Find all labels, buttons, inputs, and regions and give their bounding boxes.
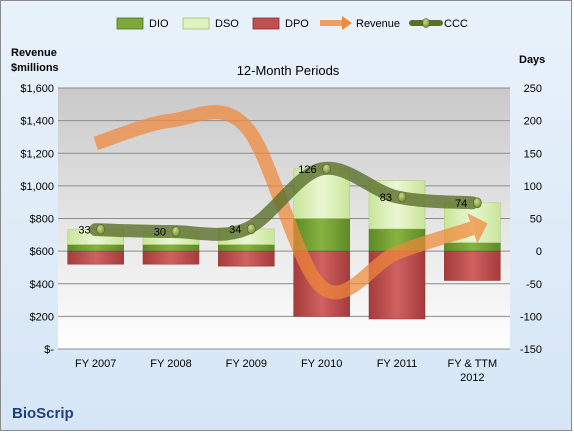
bar-dio [218,244,275,252]
tick-labels: $- $200 $400 $600 $800 $1,000 $1,200 $1,400 $1,6… [20,83,542,384]
y-right-tick-label: 150 [524,148,542,160]
y-left-label-line2: $millions [11,62,59,74]
ccc-point [473,197,482,209]
y-left-tick-label: $600 [30,246,54,258]
legend-label-revenue: Revenue [356,18,400,30]
y-left-tick-label: $800 [30,214,54,226]
ccc-point [397,191,407,203]
bar-series [67,168,501,320]
ccc-point [171,226,181,237]
bar-dio [444,242,501,252]
bar-dpo [444,250,501,281]
revenue-line [93,105,475,300]
legend-swatch-dpo [252,17,280,30]
legend-label-dso: DSO [215,18,239,30]
bar-dpo [142,250,200,265]
legend-swatch-dio [116,17,144,30]
chart-title: 12-Month Periods [237,63,340,78]
x-tick-label: FY 2010 [301,358,342,370]
y-right-tick-label: 100 [524,181,542,193]
y-left-tick-label: $1,400 [20,116,54,128]
legend-swatch-ccc-marker [422,18,430,28]
bar-dio [67,244,124,252]
legend-swatch-revenue-head [342,16,352,30]
x-tick-label: 2012 [460,372,484,384]
ccc-point [247,223,256,235]
y-right-tick-label: -100 [520,311,542,323]
legend-label-dio: DIO [149,18,169,30]
legend-label-dpo: DPO [285,18,309,30]
x-tick-label: FY 2008 [150,358,191,370]
company-name: BioScrip [12,405,74,422]
y-right-label: Days [519,54,545,66]
revenue-arrowhead [467,213,488,244]
x-tick-label: FY 2007 [75,358,116,370]
gridlines [58,87,510,350]
line-series: 33 30 34 126 83 74 [78,105,488,300]
y-left-tick-label: $1,000 [20,181,54,193]
x-tick-label: FY 2009 [226,358,267,370]
y-left-tick-label: $400 [30,279,54,291]
bar-dpo [67,250,124,265]
ccc-data-label: 74 [455,198,467,210]
ccc-data-label: 33 [78,225,90,237]
y-left-label-line1: Revenue [11,47,57,59]
legend-label-ccc: CCC [444,18,468,30]
ccc-point [96,224,105,235]
ccc-data-label: 34 [229,224,241,236]
legend-swatch-dso [182,17,210,30]
y-right-tick-label: -50 [526,279,542,291]
ccc-data-label: 126 [298,164,316,176]
y-left-tick-label: $200 [30,311,54,323]
ccc-data-label: 83 [380,192,392,204]
y-right-tick-label: 0 [536,246,542,258]
y-right-tick-label: 200 [524,116,542,128]
y-right-tick-label: 250 [524,83,542,95]
y-left-tick-label: $1,200 [20,148,54,160]
x-tick-label: FY & TTM [447,358,497,370]
x-tick-label: FY 2011 [377,358,418,370]
y-right-tick-label: 50 [530,214,542,226]
legend: DIO DSO DPO Revenue CCC [116,16,468,30]
bar-dpo [218,250,275,267]
ccc-data-label: 30 [154,227,166,239]
y-left-tick-label: $- [44,344,54,356]
y-right-tick-label: -150 [520,344,542,356]
ccc-point [322,163,331,175]
y-left-tick-label: $1,600 [20,83,54,95]
bar-dio [142,244,200,252]
